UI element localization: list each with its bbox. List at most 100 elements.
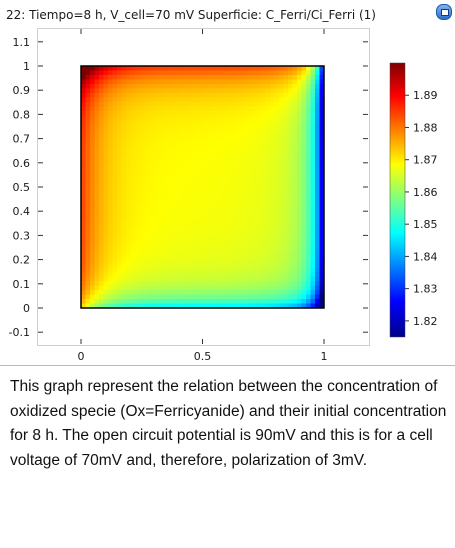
heatmap-cell	[157, 66, 163, 72]
heatmap-cell	[252, 151, 258, 157]
heatmap-cell	[297, 299, 303, 305]
heatmap-cell	[135, 231, 141, 237]
heatmap-cell	[180, 299, 186, 305]
heatmap-cell	[103, 303, 109, 308]
heatmap-cell	[180, 169, 186, 175]
heatmap-cell	[243, 151, 249, 157]
heatmap-cell	[310, 303, 316, 308]
heatmap-cell	[130, 191, 136, 197]
heatmap-cell	[319, 272, 324, 278]
heatmap-cell	[144, 173, 150, 179]
heatmap-cell	[130, 222, 136, 228]
y-tick-label: -0.1	[9, 326, 30, 339]
heatmap-cell	[225, 97, 231, 103]
heatmap-cell	[216, 227, 222, 233]
heatmap-cell	[225, 218, 231, 224]
heatmap-cell	[306, 281, 312, 287]
heatmap-cell	[247, 106, 253, 112]
heatmap-cell	[162, 160, 168, 166]
heatmap-cell	[135, 79, 141, 85]
heatmap-cell	[135, 249, 141, 255]
plot-options-icon[interactable]	[436, 4, 452, 20]
heatmap-cell	[288, 182, 294, 188]
heatmap-cell	[81, 106, 87, 112]
heatmap-cell	[175, 142, 181, 148]
heatmap-cell	[202, 263, 208, 269]
heatmap-cell	[108, 70, 114, 76]
heatmap-cell	[319, 178, 324, 184]
heatmap-cell	[157, 178, 163, 184]
heatmap-cell	[135, 173, 141, 179]
heatmap-cell	[220, 66, 226, 72]
heatmap-cell	[130, 146, 136, 152]
heatmap-cell	[121, 272, 127, 278]
heatmap-cell	[229, 249, 235, 255]
heatmap-cell	[274, 254, 280, 260]
heatmap-cell	[279, 133, 285, 139]
heatmap-cell	[126, 195, 132, 202]
heatmap-cell	[238, 173, 244, 179]
heatmap-cell	[247, 209, 253, 215]
heatmap-cell	[112, 88, 118, 94]
heatmap-cell	[121, 191, 127, 197]
heatmap-cell	[247, 151, 253, 157]
heatmap-cell	[225, 258, 231, 264]
heatmap-cell	[315, 173, 321, 179]
heatmap-cell	[144, 101, 150, 107]
heatmap-cell	[121, 173, 127, 179]
heatmap-cell	[180, 236, 186, 242]
heatmap-cell	[94, 155, 100, 161]
heatmap-cell	[126, 106, 132, 112]
heatmap-cell	[81, 200, 87, 206]
heatmap-cell	[310, 204, 316, 211]
heatmap-cell	[211, 204, 217, 211]
heatmap-cell	[283, 97, 289, 103]
heatmap-cell	[103, 294, 109, 300]
heatmap-cell	[126, 137, 132, 143]
heatmap-cell	[193, 236, 199, 242]
heatmap-cell	[216, 276, 222, 282]
heatmap-cell	[265, 182, 271, 188]
heatmap-cell	[297, 119, 303, 125]
heatmap-cell	[319, 294, 324, 300]
heatmap-cell	[211, 299, 217, 305]
heatmap-cell	[202, 299, 208, 305]
heatmap-cell	[247, 97, 253, 103]
heatmap-cell	[126, 249, 132, 255]
heatmap-cell	[99, 209, 105, 215]
heatmap-cell	[211, 281, 217, 287]
heatmap-cell	[283, 209, 289, 215]
heatmap-cell	[229, 160, 235, 166]
heatmap-cell	[243, 164, 249, 170]
heatmap-cell	[292, 182, 298, 188]
heatmap-cell	[171, 160, 177, 166]
heatmap-cell	[108, 169, 114, 175]
heatmap-cell	[283, 213, 289, 219]
heatmap-cell	[288, 151, 294, 157]
heatmap-cell	[301, 294, 307, 300]
heatmap-cell	[306, 276, 312, 282]
heatmap-cell	[157, 213, 163, 219]
heatmap-cell	[225, 155, 231, 161]
heatmap-cell	[270, 267, 276, 273]
heatmap-cell	[135, 285, 141, 291]
heatmap-cell	[103, 213, 109, 219]
heatmap-cell	[135, 83, 141, 90]
heatmap-cell	[166, 191, 172, 197]
heatmap-cell	[310, 222, 316, 228]
heatmap-cell	[310, 155, 316, 161]
heatmap-cell	[148, 164, 154, 170]
heatmap-cell	[310, 231, 316, 237]
heatmap-cell	[135, 74, 141, 81]
heatmap-cell	[121, 79, 127, 85]
heatmap-cell	[216, 101, 222, 107]
heatmap-cell	[184, 110, 190, 116]
heatmap-cell	[216, 133, 222, 139]
heatmap-cell	[211, 173, 217, 179]
heatmap-cell	[144, 88, 150, 94]
heatmap-cell	[148, 88, 154, 94]
heatmap-cell	[261, 128, 267, 134]
heatmap-cell	[220, 106, 226, 112]
heatmap-cell	[148, 142, 154, 148]
heatmap-cell	[166, 272, 172, 278]
